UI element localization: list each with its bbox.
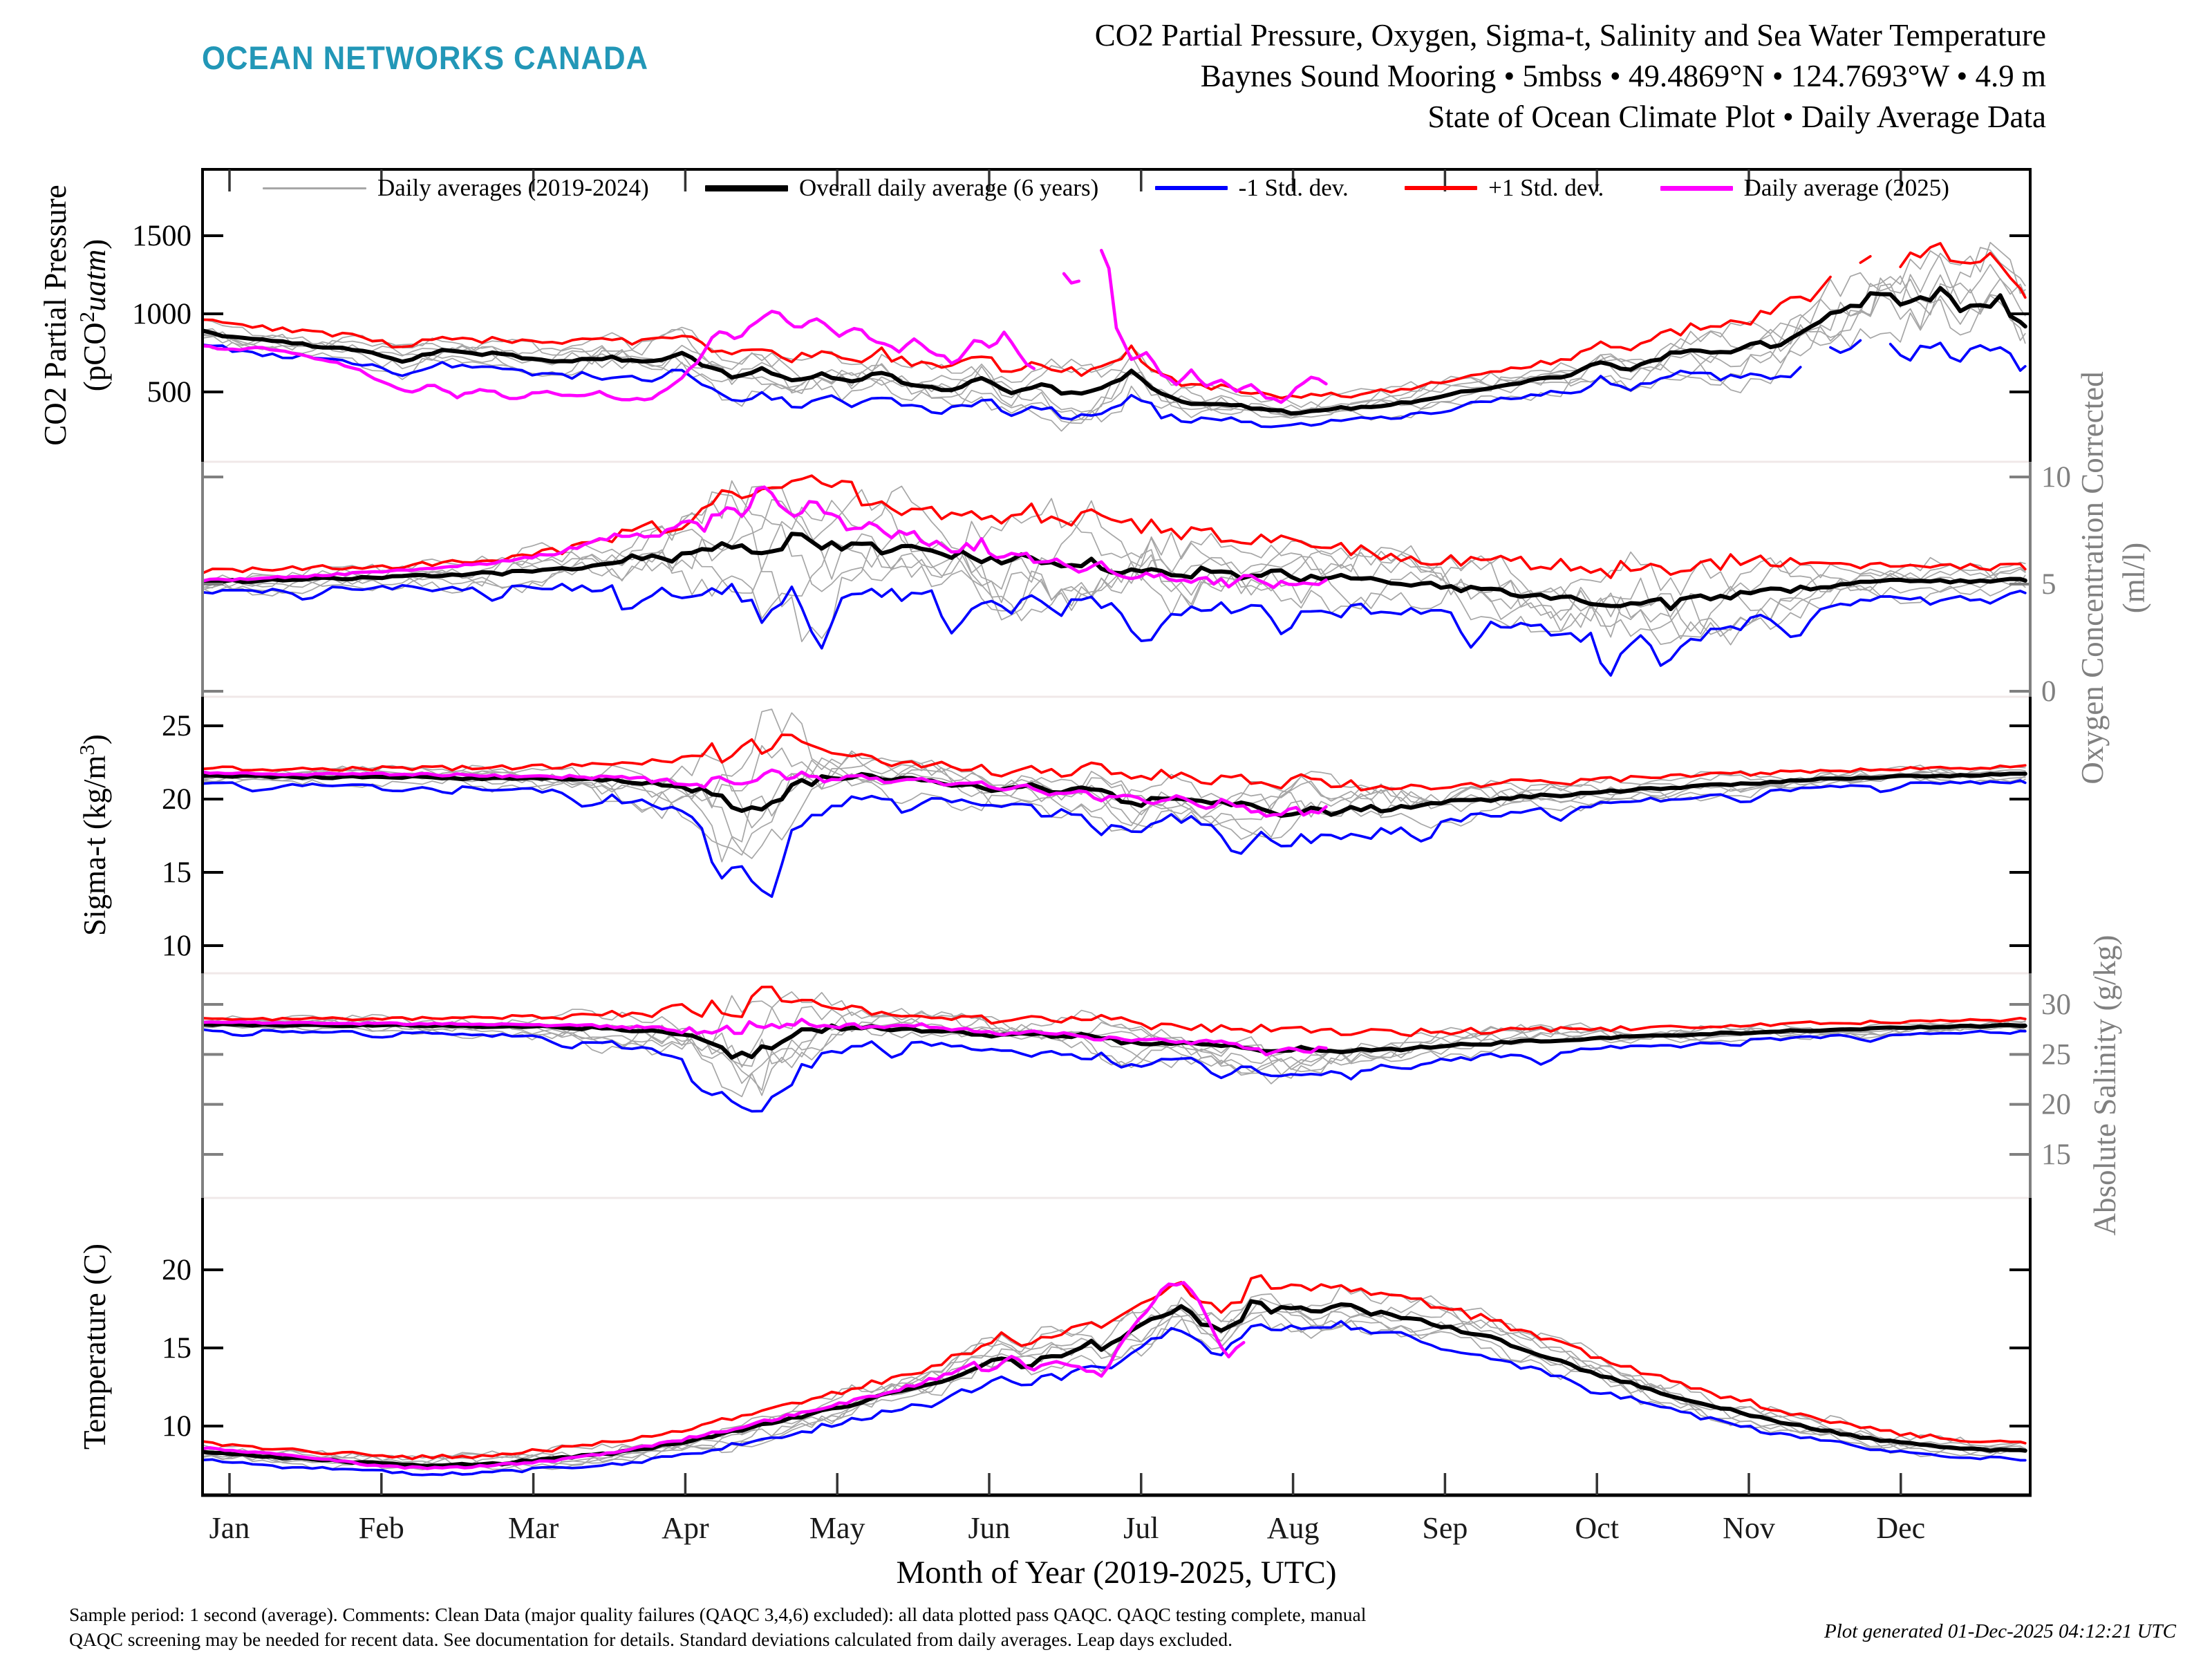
legend: Daily averages (2019-2024) Overall daily … [263, 174, 1949, 202]
sigma-t-ytick-label: 20 [162, 783, 191, 816]
month-tick-label: Mar [508, 1511, 559, 1545]
legend-line-swatch-icon [704, 185, 788, 191]
month-tick-label: Sep [1422, 1511, 1468, 1545]
legend-item: Overall daily average (6 years) [704, 174, 1099, 202]
plot-title-line-3: State of Ocean Climate Plot • Daily Aver… [1427, 100, 2046, 134]
sea-water-temperature-ytick-label: 15 [162, 1332, 191, 1365]
absolute-salinity-ytick-label: 15 [2041, 1138, 2071, 1171]
month-tick-label: Aug [1267, 1511, 1320, 1545]
month-tick-label: Jun [968, 1511, 1010, 1545]
legend-item-label: Overall daily average (6 years) [798, 174, 1099, 201]
oxygen-concentration-corrected-ytick-label: 0 [2041, 675, 2056, 708]
plot-title-line-2: Baynes Sound Mooring • 5mbss • 49.4869°N… [1200, 59, 2046, 93]
x-axis-label: Month of Year (2019-2025, UTC) [896, 1555, 1337, 1591]
plot-title-line-1: CO2 Partial Pressure, Oxygen, Sigma-t, S… [1094, 18, 2046, 53]
sigma-t-ytick-label: 10 [162, 930, 191, 962]
co2-partial-pressure-ytick-label: 500 [147, 376, 192, 409]
month-tick-label: Dec [1876, 1511, 1925, 1545]
legend-line-swatch-icon [1154, 186, 1228, 190]
sigma-t-ytick-label: 25 [162, 710, 191, 742]
sigma-t-axis-title: Sigma-t (kg/m3​) [75, 734, 112, 936]
legend-item-label: Daily averages (2019-2024) [377, 174, 649, 201]
absolute-salinity-ytick-label: 20 [2041, 1089, 2071, 1121]
oxygen-concentration-corrected-axis-title: Oxygen Concentration Corrected [2075, 371, 2110, 784]
co2-partial-pressure-ytick-label: 1500 [132, 220, 191, 252]
month-tick-label: Oct [1575, 1511, 1619, 1545]
legend-item-label: +1 Std. dev. [1488, 174, 1604, 201]
legend-item: Daily averages (2019-2024) [263, 174, 649, 202]
footer-note-line-1: Sample period: 1 second (average). Comme… [69, 1604, 1367, 1625]
oxygen-concentration-corrected-axis-title: (ml/l) [2117, 543, 2151, 613]
co2-partial-pressure-axis-title: CO2 Partial Pressure [38, 185, 73, 445]
absolute-salinity-axis-title: Absolute Salinity (g/kg) [2088, 935, 2122, 1236]
month-tick-label: Nov [1723, 1511, 1775, 1545]
sea-water-temperature-axis-title: Temperature (C) [77, 1244, 112, 1450]
absolute-salinity-ytick-label: 25 [2041, 1038, 2071, 1071]
legend-line-swatch-icon [1660, 185, 1733, 191]
footer-note-line-2: QAQC screening may be needed for recent … [69, 1629, 1232, 1650]
oxygen-concentration-corrected-ytick-label: 10 [2041, 461, 2071, 494]
co2-partial-pressure-ytick-label: 1000 [132, 298, 191, 330]
legend-line-swatch-icon [263, 187, 366, 189]
month-tick-label: Jan [209, 1511, 250, 1545]
legend-item-label: -1 Std. dev. [1238, 174, 1349, 201]
absolute-salinity-ytick-label: 30 [2041, 988, 2071, 1021]
onc-logo: OCEAN NETWORKS CANADA [202, 39, 649, 76]
legend-item: -1 Std. dev. [1154, 174, 1349, 202]
co2-partial-pressure-axis-title: (pCO2​uatm) [75, 239, 112, 392]
plot-title-block: CO2 Partial Pressure, Oxygen, Sigma-t, S… [1095, 15, 2046, 138]
legend-item: Daily average (2025) [1660, 174, 1949, 202]
legend-item: +1 Std. dev. [1405, 174, 1604, 202]
month-tick-label: Jul [1123, 1511, 1159, 1545]
sea-water-temperature-ytick-label: 20 [162, 1254, 191, 1286]
legend-line-swatch-icon [1405, 186, 1478, 190]
sea-water-temperature-ytick-label: 10 [162, 1410, 191, 1443]
month-tick-label: May [809, 1511, 865, 1545]
month-tick-label: Apr [662, 1511, 709, 1545]
month-tick-label: Feb [359, 1511, 404, 1545]
plot-generated-timestamp: Plot generated 01-Dec-2025 04:12:21 UTC [1824, 1620, 2176, 1642]
oxygen-concentration-corrected-ytick-label: 5 [2041, 568, 2056, 601]
sigma-t-ytick-label: 15 [162, 856, 191, 889]
legend-item-label: Daily average (2025) [1743, 174, 1949, 201]
